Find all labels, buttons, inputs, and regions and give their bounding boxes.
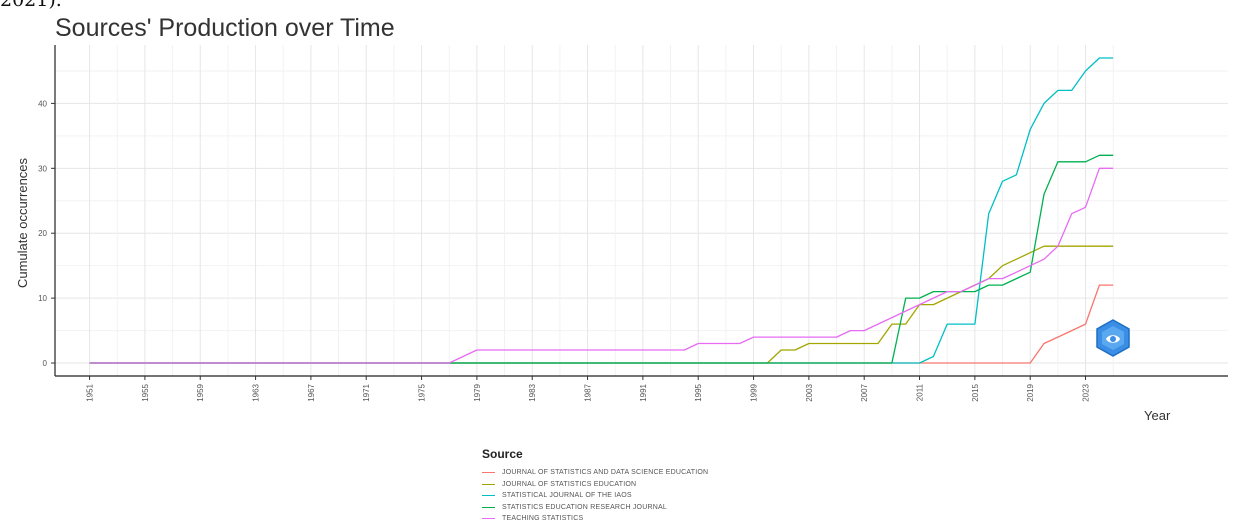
legend-items: JOURNAL OF STATISTICS AND DATA SCIENCE E…: [482, 467, 708, 525]
x-tick-label: 2015: [971, 383, 980, 401]
series-line-5: [89, 167, 1114, 364]
legend-item: JOURNAL OF STATISTICS EDUCATION: [482, 479, 708, 491]
y-tick-label: 0: [43, 359, 48, 368]
series-line-4: [89, 154, 1114, 364]
x-tick-label: 2011: [916, 383, 925, 401]
y-tick-label: 30: [38, 164, 47, 173]
legend-label: JOURNAL OF STATISTICS AND DATA SCIENCE E…: [502, 469, 709, 477]
legend-swatch: [482, 506, 495, 508]
legend-swatch: [482, 518, 495, 520]
x-tick-label: 1955: [141, 383, 150, 401]
series-line-3: [89, 57, 1114, 364]
text-fragment: 2021).: [0, 0, 62, 11]
x-tick-label: 1967: [307, 383, 316, 401]
x-tick-label: 2023: [1082, 383, 1091, 401]
x-tick-label: 1995: [694, 383, 703, 401]
series-lines: [89, 57, 1114, 364]
x-tick-label: 2003: [805, 383, 814, 401]
legend-item: JOURNAL OF STATISTICS AND DATA SCIENCE E…: [482, 467, 708, 479]
legend-label: JOURNAL OF STATISTICS EDUCATION: [502, 480, 637, 488]
y-tick-label: 10: [38, 294, 47, 303]
x-tick-label: 1979: [473, 383, 482, 401]
legend-item: STATISTICS EDUCATION RESEARCH JOURNAL: [482, 502, 708, 514]
x-tick-label: 1971: [362, 383, 371, 401]
grid: [55, 45, 1228, 376]
legend-label: STATISTICAL JOURNAL OF THE IAOS: [502, 492, 632, 500]
x-axis-label: Year: [1144, 408, 1171, 423]
legend-swatch: [482, 483, 495, 485]
x-tick-label: 1999: [750, 383, 759, 401]
x-tick-label: 1951: [86, 383, 95, 401]
legend-swatch: [482, 472, 495, 474]
y-axis-label: Cumulate occurrences: [15, 157, 30, 288]
x-tick-label: 2019: [1026, 383, 1035, 401]
legend-item: TEACHING STATISTICS: [482, 513, 708, 525]
legend-title: Source: [482, 447, 523, 461]
y-tick-label: 20: [38, 229, 47, 238]
x-tick-label: 1991: [639, 383, 648, 401]
legend-label: TEACHING STATISTICS: [502, 515, 584, 523]
x-tick-label: 1963: [252, 383, 261, 401]
x-tick-label: 1983: [528, 383, 537, 401]
chart-title: Sources' Production over Time: [55, 14, 395, 42]
axes: 0 10 20 30 40 1951 1955 1959 1963 1967 1971 1975 197…: [38, 45, 1228, 402]
x-tick-label: 1975: [418, 383, 427, 401]
legend: Source JOURNAL OF STATISTICS AND DATA SC…: [482, 447, 708, 525]
x-tick-label: 1987: [584, 383, 593, 401]
legend-label: STATISTICS EDUCATION RESEARCH JOURNAL: [502, 503, 667, 511]
x-tick-label: 2007: [860, 383, 869, 401]
logo-icon: [1096, 319, 1130, 357]
x-tick-label: 1959: [196, 383, 205, 401]
legend-swatch: [482, 495, 495, 497]
legend-item: STATISTICAL JOURNAL OF THE IAOS: [482, 490, 708, 502]
series-line-1: [89, 284, 1114, 364]
y-tick-label: 40: [38, 99, 47, 108]
series-line-2: [89, 245, 1114, 364]
